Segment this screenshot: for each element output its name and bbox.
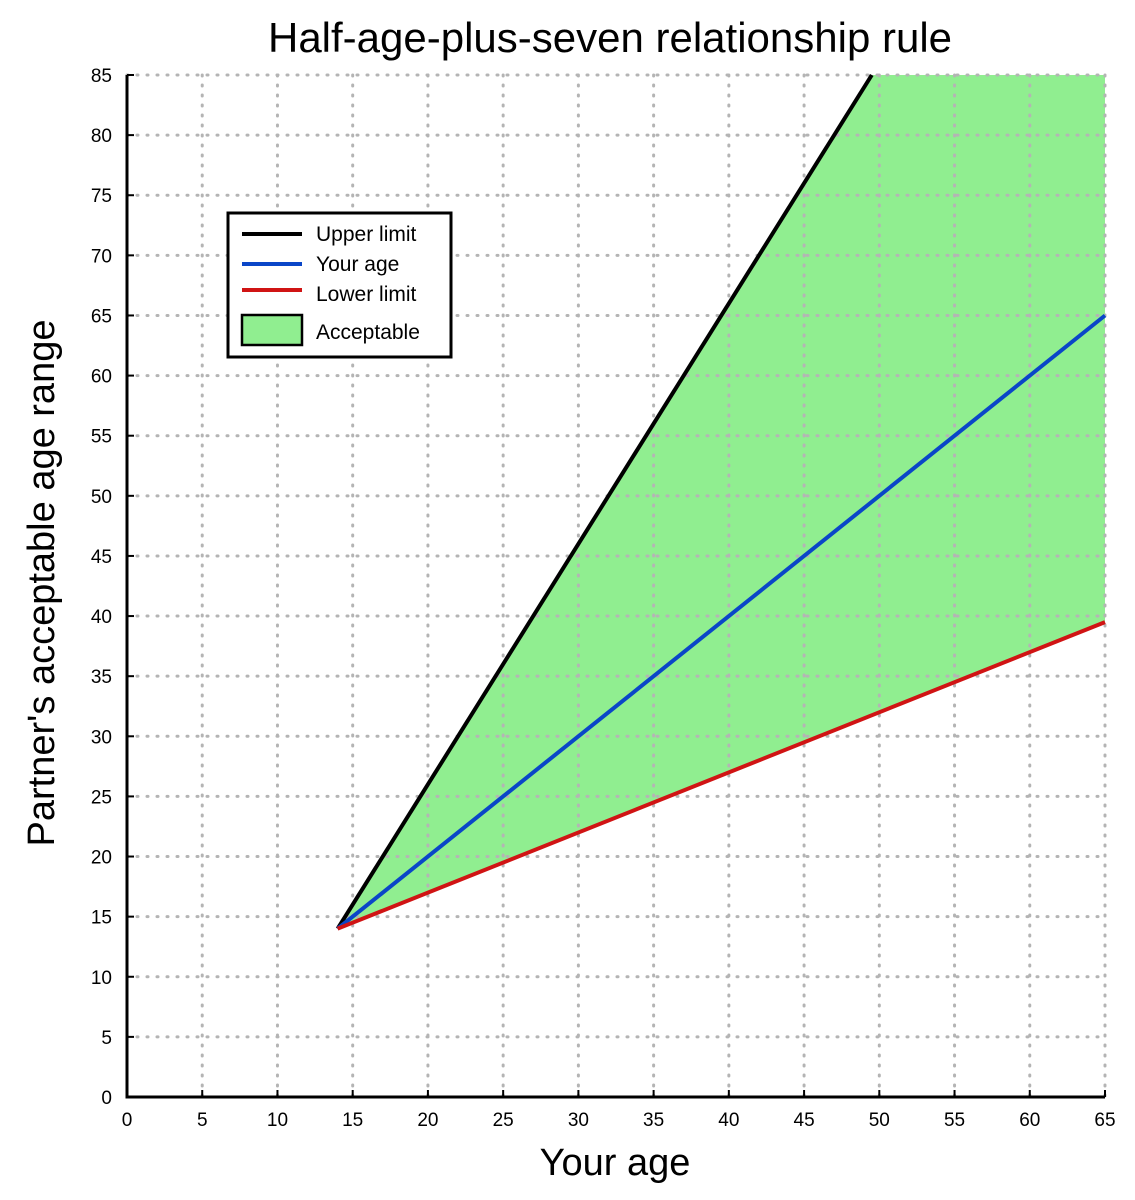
series-layer [335, 73, 1107, 931]
x-tick-label-60: 60 [1019, 1110, 1040, 1131]
y-tick-label-10: 10 [91, 968, 112, 989]
grid [125, 73, 1107, 1099]
y-tick-label-70: 70 [91, 246, 112, 267]
series-line-your-age [336, 313, 1107, 931]
y-tick-label-25: 25 [91, 787, 112, 808]
x-tick-label-40: 40 [718, 1110, 739, 1131]
x-tick-label-0: 0 [122, 1110, 133, 1131]
x-tick-label-50: 50 [869, 1110, 890, 1131]
legend-label-acceptable: Acceptable [316, 321, 420, 344]
axes [125, 74, 1106, 1099]
x-tick-label-35: 35 [643, 1110, 664, 1131]
x-tick-label-30: 30 [568, 1110, 589, 1131]
x-tick-label-5: 5 [197, 1110, 208, 1131]
y-tick-label-30: 30 [91, 727, 112, 748]
x-axis-label: Your age [540, 1142, 691, 1184]
legend: Upper limit Your age Lower limit Accepta… [226, 211, 453, 359]
y-tick-label-15: 15 [91, 908, 112, 929]
y-tick-label-50: 50 [91, 487, 112, 508]
x-tick-label-55: 55 [944, 1110, 965, 1131]
y-tick-label-45: 45 [91, 547, 112, 568]
legend-label-lower-limit: Lower limit [316, 283, 417, 306]
x-tick-label-20: 20 [417, 1110, 438, 1131]
y-tick-label-55: 55 [91, 427, 112, 448]
x-tick-label-15: 15 [342, 1110, 363, 1131]
y-tick-label-40: 40 [91, 607, 112, 628]
legend-label-upper-limit: Upper limit [316, 223, 417, 246]
chart-title: Half-age-plus-seven relationship rule [268, 14, 952, 61]
y-tick-label-5: 5 [101, 1028, 112, 1049]
tick-labels: 0 5 10 15 20 25 30 35 40 45 50 55 60 65 0 5 10 15 20 25 30 35… [91, 66, 1116, 1131]
y-tick-label-0: 0 [101, 1088, 112, 1109]
x-tick-label-45: 45 [794, 1110, 815, 1131]
x-tick-label-65: 65 [1094, 1110, 1115, 1131]
y-tick-label-85: 85 [91, 66, 112, 87]
y-tick-label-80: 80 [91, 126, 112, 147]
y-tick-label-35: 35 [91, 667, 112, 688]
legend-label-your-age: Your age [316, 253, 399, 276]
legend-swatch-acceptable [240, 313, 304, 347]
x-tick-label-25: 25 [493, 1110, 514, 1131]
series-line-lower-limit [336, 620, 1106, 931]
acceptable-area-layer [337, 75, 1106, 929]
x-tick-label-10: 10 [267, 1110, 288, 1131]
y-tick-label-75: 75 [91, 186, 112, 207]
y-tick-label-60: 60 [91, 367, 112, 388]
series-line-upper-limit [335, 73, 874, 930]
acceptable-area [337, 75, 1106, 929]
y-axis-label: Partner's acceptable age range [21, 320, 63, 847]
y-tick-label-20: 20 [91, 848, 112, 869]
y-tick-label-65: 65 [91, 306, 112, 327]
